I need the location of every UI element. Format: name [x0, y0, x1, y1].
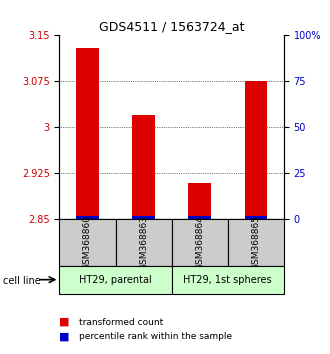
Text: GSM368864: GSM368864 [195, 215, 204, 270]
Text: transformed count: transformed count [79, 318, 163, 327]
Bar [132, 216, 155, 219]
Bar [188, 216, 211, 219]
Bar [76, 216, 99, 219]
FancyBboxPatch shape [59, 266, 172, 294]
Bar [132, 115, 155, 219]
Title: GDS4511 / 1563724_at: GDS4511 / 1563724_at [99, 20, 244, 33]
FancyBboxPatch shape [172, 219, 228, 266]
FancyBboxPatch shape [172, 266, 284, 294]
Bar [245, 81, 267, 219]
Bar [76, 48, 99, 219]
FancyBboxPatch shape [228, 219, 284, 266]
Text: GSM368863: GSM368863 [139, 215, 148, 270]
FancyBboxPatch shape [59, 219, 116, 266]
Text: cell line: cell line [3, 276, 41, 286]
Text: GSM368860: GSM368860 [83, 215, 92, 270]
Text: ■: ■ [59, 317, 70, 327]
Text: HT29, parental: HT29, parental [79, 275, 152, 285]
Bar [188, 183, 211, 219]
Text: percentile rank within the sample: percentile rank within the sample [79, 332, 232, 341]
Bar [245, 216, 267, 219]
Text: HT29, 1st spheres: HT29, 1st spheres [183, 275, 272, 285]
Text: GSM368865: GSM368865 [251, 215, 260, 270]
FancyBboxPatch shape [115, 219, 172, 266]
Text: ■: ■ [59, 331, 70, 341]
